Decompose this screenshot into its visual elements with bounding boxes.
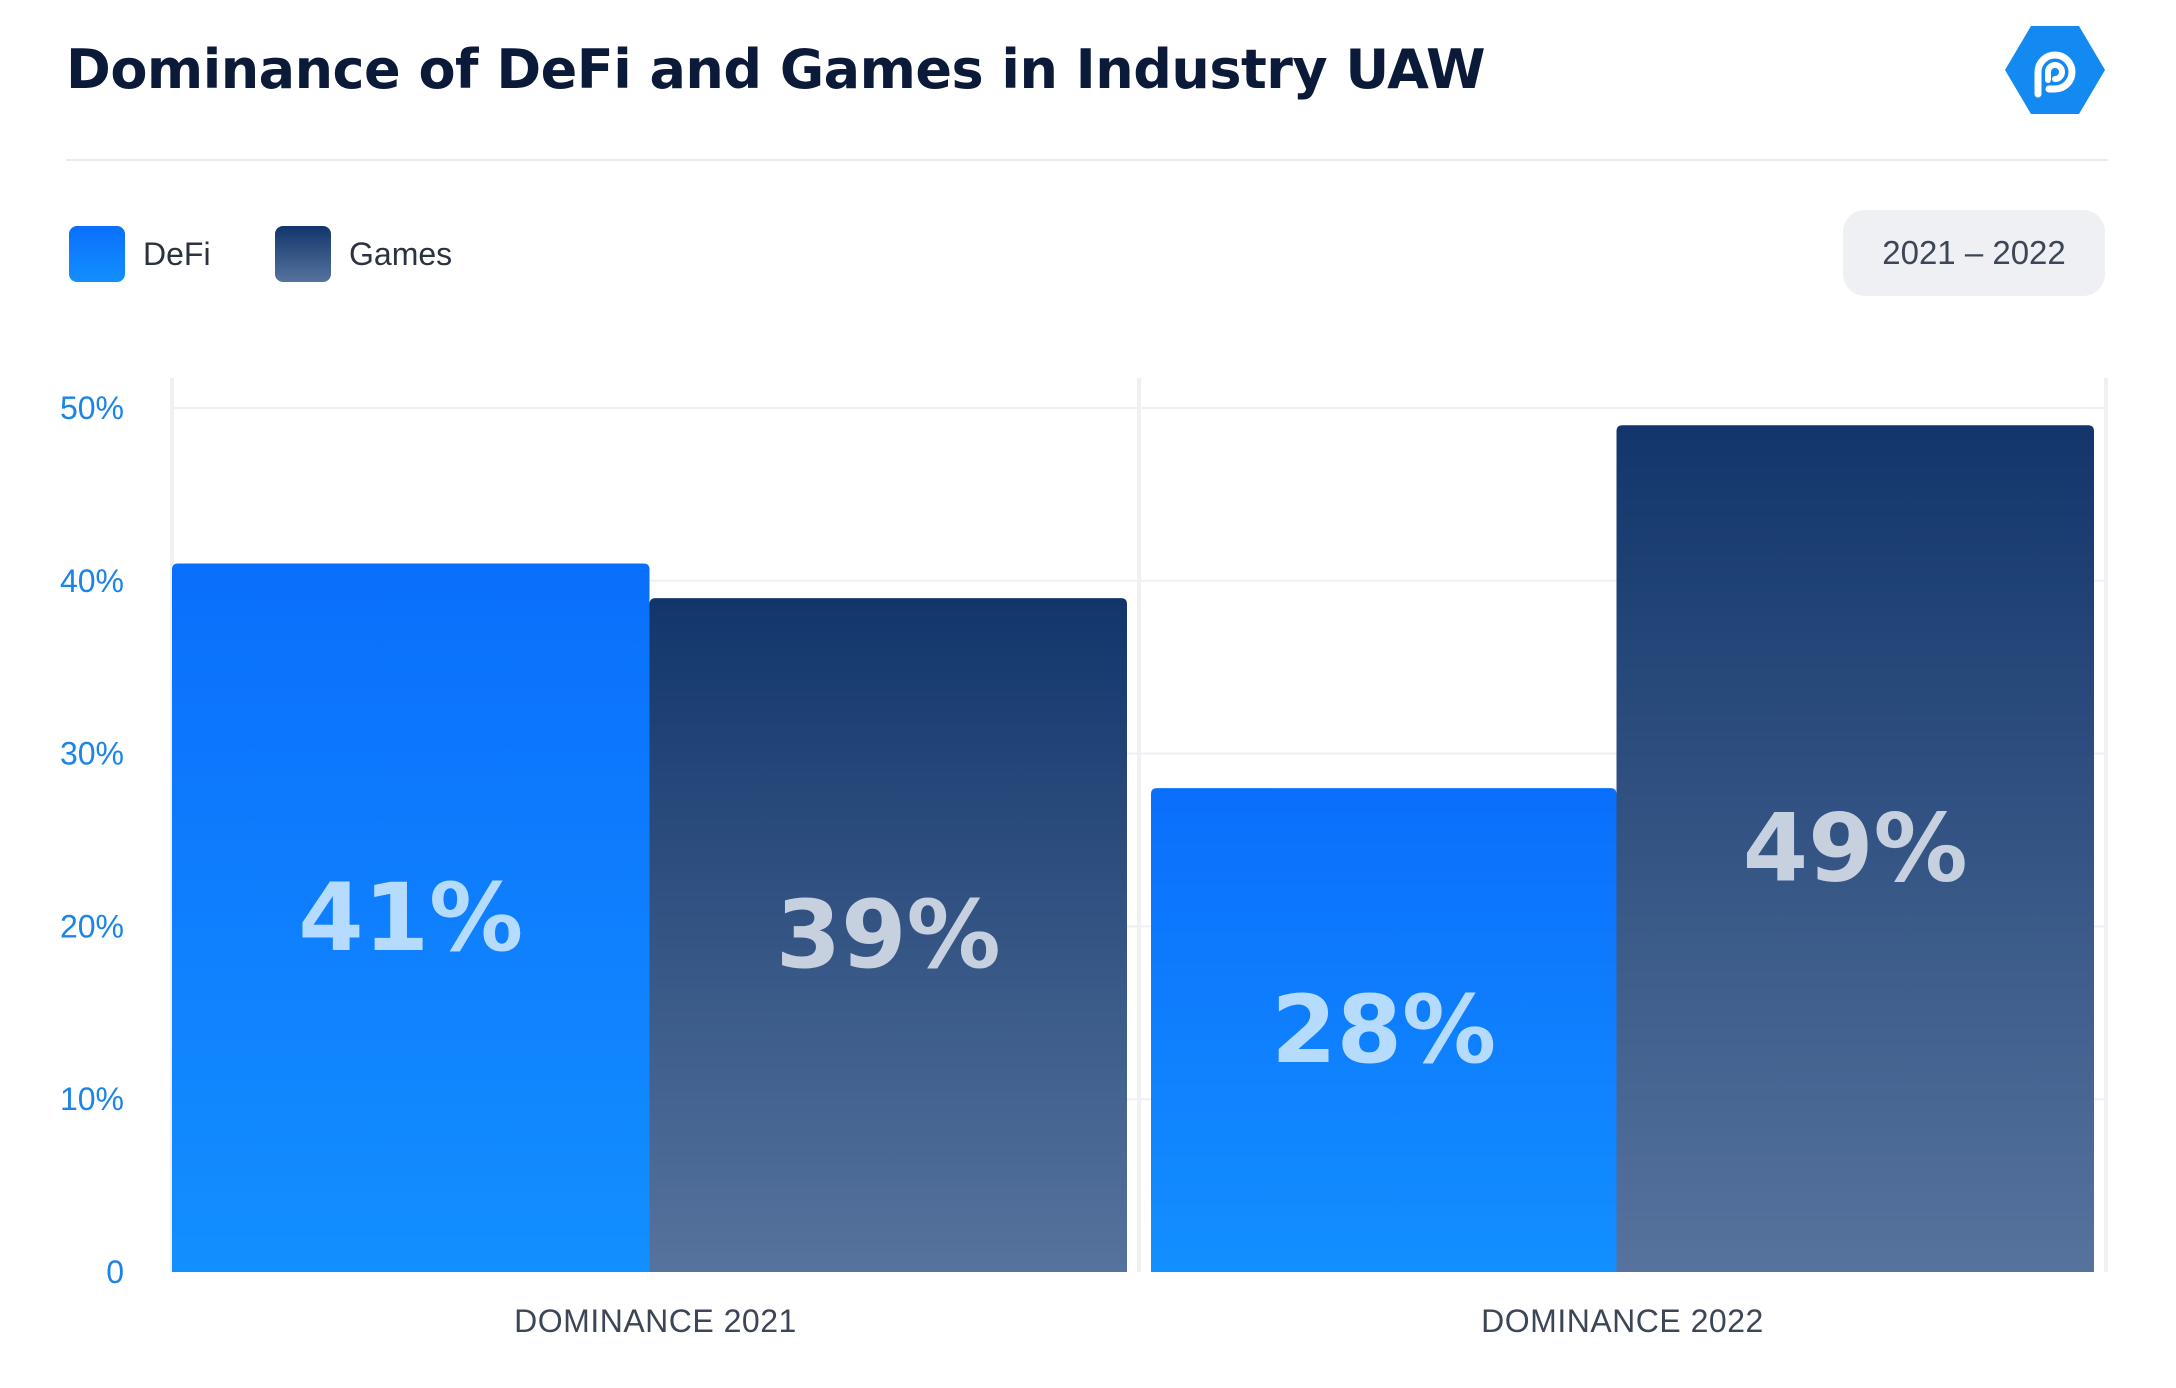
bar-value-label: 28% — [1271, 976, 1496, 1085]
y-tick-label: 10% — [60, 1081, 124, 1117]
bar-value-label: 41% — [298, 864, 523, 973]
chart-title: Dominance of DeFi and Games in Industry … — [66, 38, 1486, 101]
legend-item-defi[interactable]: DeFi — [69, 226, 211, 282]
legend-swatch-defi — [69, 226, 125, 282]
bar-games-2021[interactable] — [649, 598, 1128, 1272]
header-divider — [66, 159, 2108, 161]
legend-item-games[interactable]: Games — [275, 226, 452, 282]
y-tick-label: 50% — [60, 390, 124, 426]
date-range-selector[interactable]: 2021 – 2022 — [1843, 210, 2105, 296]
y-tick-label: 30% — [60, 736, 124, 772]
x-category-label: DOMINANCE 2022 — [1481, 1303, 1764, 1339]
bar-defi-2022[interactable] — [1151, 788, 1617, 1272]
bar-games-2022[interactable] — [1616, 425, 2095, 1272]
x-category-label: DOMINANCE 2021 — [514, 1303, 797, 1339]
y-tick-label: 20% — [60, 908, 124, 944]
legend-swatch-games — [275, 226, 331, 282]
bar-value-label: 49% — [1743, 795, 1968, 904]
y-tick-label: 0 — [106, 1254, 124, 1290]
bar-defi-2021[interactable] — [172, 563, 650, 1272]
y-tick-label: 40% — [60, 563, 124, 599]
dappradar-logo-icon — [2005, 26, 2105, 114]
bar-value-label: 39% — [776, 881, 1001, 990]
legend-label-games: Games — [349, 235, 453, 272]
legend-label-defi: DeFi — [143, 235, 211, 272]
